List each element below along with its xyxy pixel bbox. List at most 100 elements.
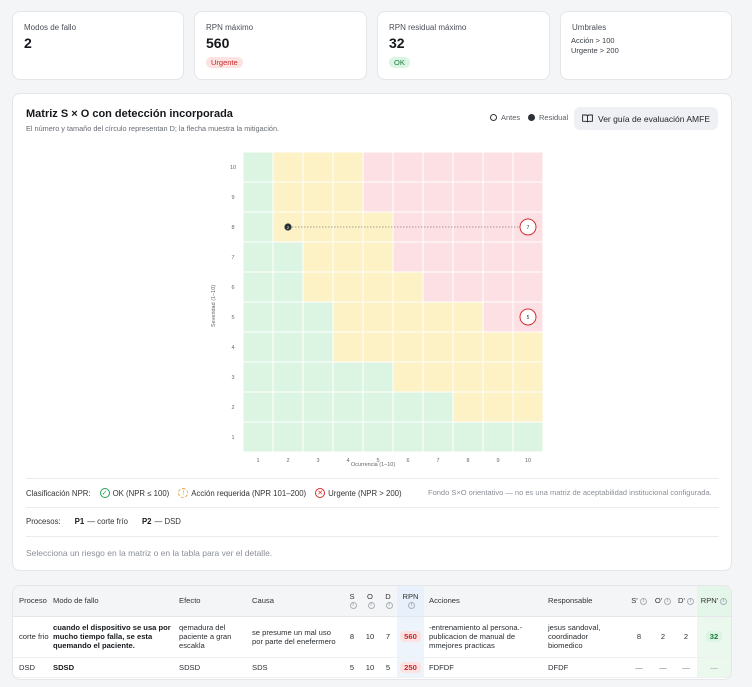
info-icon[interactable]: i (349, 602, 357, 610)
matrix-cell[interactable] (392, 421, 424, 453)
matrix-cell[interactable] (302, 241, 334, 273)
table-row[interactable]: DSD SDSD SDSD SDS 5 10 5 250 FDFDF DFDF … (13, 657, 731, 678)
matrix-cell[interactable] (362, 361, 394, 393)
matrix-cell[interactable] (272, 301, 304, 333)
matrix-cell[interactable] (332, 331, 364, 363)
matrix-cell[interactable] (362, 241, 394, 273)
matrix-cell[interactable] (302, 151, 334, 183)
matrix-cell[interactable] (422, 181, 454, 213)
matrix-cell[interactable] (242, 421, 274, 453)
matrix-cell[interactable] (272, 331, 304, 363)
matrix-cell[interactable] (302, 421, 334, 453)
matrix-cell[interactable] (242, 151, 274, 183)
info-icon[interactable]: i (408, 602, 415, 610)
matrix-cell[interactable] (332, 421, 364, 453)
matrix-cell[interactable] (422, 421, 454, 453)
matrix-cell[interactable] (242, 211, 274, 243)
matrix-cell[interactable] (272, 421, 304, 453)
matrix-cell[interactable] (332, 181, 364, 213)
matrix-cell[interactable] (332, 241, 364, 273)
info-icon[interactable]: i (720, 597, 728, 605)
matrix-cell[interactable] (512, 241, 544, 273)
matrix-cell[interactable] (332, 151, 364, 183)
matrix-cell[interactable] (452, 241, 484, 273)
matrix-cell[interactable] (362, 151, 394, 183)
matrix-cell[interactable] (362, 421, 394, 453)
matrix-cell[interactable] (362, 331, 394, 363)
matrix-cell[interactable] (332, 361, 364, 393)
matrix-cell[interactable] (392, 331, 424, 363)
matrix-cell[interactable] (242, 181, 274, 213)
matrix-cell[interactable] (512, 391, 544, 423)
matrix-cell[interactable] (332, 391, 364, 423)
matrix-cell[interactable] (512, 331, 544, 363)
matrix-cell[interactable] (422, 271, 454, 303)
matrix-cell[interactable] (272, 391, 304, 423)
matrix-cell[interactable] (272, 361, 304, 393)
matrix-cell[interactable] (482, 271, 514, 303)
matrix-cell[interactable] (452, 421, 484, 453)
matrix-cell[interactable] (302, 271, 334, 303)
matrix-cell[interactable] (422, 301, 454, 333)
matrix-cell[interactable] (482, 331, 514, 363)
matrix-cell[interactable] (512, 181, 544, 213)
info-icon[interactable]: i (664, 597, 672, 605)
risk-matrix[interactable]: 1 1 2 2 3 3 4 4 5 5 6 6 7 7 8 8 9 9 10 10 7 5 2 Severidad (1–… (196, 146, 716, 476)
matrix-cell[interactable] (302, 301, 334, 333)
info-icon[interactable]: i (686, 597, 694, 605)
matrix-cell[interactable] (362, 391, 394, 423)
guide-button[interactable]: Ver guía de evaluación AMFE (574, 107, 718, 130)
matrix-cell[interactable] (302, 391, 334, 423)
matrix-cell[interactable] (272, 151, 304, 183)
matrix-cell[interactable] (392, 271, 424, 303)
matrix-cell[interactable] (512, 271, 544, 303)
info-icon[interactable]: i (367, 602, 375, 610)
matrix-cell[interactable] (362, 181, 394, 213)
matrix-cell[interactable] (482, 241, 514, 273)
matrix-cell[interactable] (422, 361, 454, 393)
matrix-cell[interactable] (242, 241, 274, 273)
point-circle[interactable] (284, 223, 292, 231)
matrix-cell[interactable] (272, 271, 304, 303)
matrix-cell[interactable] (452, 301, 484, 333)
matrix-cell[interactable] (512, 151, 544, 183)
matrix-cell[interactable] (512, 361, 544, 393)
matrix-cell[interactable] (242, 301, 274, 333)
matrix-cell[interactable] (392, 391, 424, 423)
matrix-cell[interactable] (482, 391, 514, 423)
point-circle[interactable] (519, 308, 537, 326)
matrix-cell[interactable] (242, 331, 274, 363)
matrix-cell[interactable] (242, 391, 274, 423)
matrix-cell[interactable] (452, 271, 484, 303)
matrix-cell[interactable] (482, 151, 514, 183)
risk-point-before[interactable]: 5 (519, 308, 537, 326)
matrix-cell[interactable] (512, 421, 544, 453)
matrix-cell[interactable] (392, 181, 424, 213)
matrix-cell[interactable] (362, 301, 394, 333)
matrix-cell[interactable] (242, 271, 274, 303)
matrix-cell[interactable] (422, 391, 454, 423)
matrix-cell[interactable] (422, 241, 454, 273)
matrix-cell[interactable] (392, 241, 424, 273)
matrix-cell[interactable] (332, 271, 364, 303)
risk-point-before[interactable]: 7 (519, 218, 537, 236)
matrix-cell[interactable] (422, 151, 454, 183)
risk-point-residual[interactable]: 2 (284, 223, 292, 231)
matrix-cell[interactable] (452, 181, 484, 213)
matrix-cell[interactable] (302, 331, 334, 363)
matrix-cell[interactable] (272, 181, 304, 213)
matrix-cell[interactable] (482, 301, 514, 333)
matrix-cell[interactable] (302, 361, 334, 393)
matrix-cell[interactable] (332, 301, 364, 333)
matrix-cell[interactable] (482, 181, 514, 213)
info-icon[interactable]: i (639, 597, 647, 605)
matrix-cell[interactable] (482, 361, 514, 393)
matrix-cell[interactable] (242, 361, 274, 393)
point-circle[interactable] (519, 218, 537, 236)
matrix-cell[interactable] (392, 301, 424, 333)
matrix-cell[interactable] (452, 361, 484, 393)
matrix-cell[interactable] (392, 151, 424, 183)
matrix-cell[interactable] (272, 241, 304, 273)
matrix-cell[interactable] (452, 151, 484, 183)
matrix-cell[interactable] (482, 421, 514, 453)
